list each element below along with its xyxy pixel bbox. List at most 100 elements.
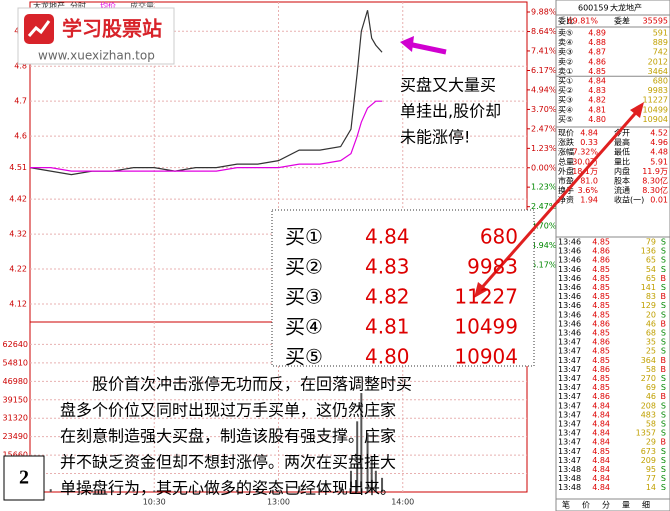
tick-volume: 673 bbox=[641, 447, 656, 456]
stat-cell: 现价 bbox=[558, 129, 574, 138]
paragraph-line: 股价首次冲击涨停无功而反，在回落调整时买 bbox=[92, 376, 412, 394]
ratio-cell: 委差 bbox=[614, 16, 630, 26]
tick-side: S bbox=[661, 247, 666, 256]
volume-bar bbox=[91, 490, 94, 492]
annotation-line: 单挂出,股价却 bbox=[400, 102, 501, 121]
order-price: 4.87 bbox=[588, 48, 606, 57]
stat-cell: 净资 bbox=[558, 195, 574, 205]
tick-volume: 95 bbox=[646, 465, 656, 474]
stat-cell: 涨幅 bbox=[558, 147, 574, 157]
tick-volume: 58 bbox=[646, 420, 656, 429]
volume-bar bbox=[360, 393, 363, 492]
stat-cell: 涨跌 bbox=[558, 137, 574, 147]
tick-price: 4.84 bbox=[592, 465, 610, 474]
stat-cell: 5.91 bbox=[650, 157, 668, 166]
y-tick-label: 4.6 bbox=[14, 132, 27, 141]
panel-tab[interactable]: 量 bbox=[622, 501, 630, 510]
zoom-volume: 11227 bbox=[454, 285, 518, 309]
tick-volume: 29 bbox=[646, 438, 656, 447]
tick-side: S bbox=[661, 256, 666, 265]
pointer-arrow bbox=[407, 41, 447, 55]
volume-tick-label: 39150 bbox=[3, 395, 28, 404]
zoom-price: 4.82 bbox=[365, 285, 410, 309]
tick-side: S bbox=[661, 310, 666, 319]
figure-number: 2 bbox=[19, 467, 29, 489]
tick-price: 4.86 bbox=[592, 392, 610, 401]
volume-bar bbox=[132, 489, 135, 492]
stat-cell: 总量 bbox=[558, 156, 574, 166]
tick-price: 4.85 bbox=[592, 329, 610, 338]
volume-bar bbox=[194, 490, 197, 492]
logo-url: www.xuexizhan.top bbox=[38, 49, 155, 63]
tick-price: 4.84 bbox=[592, 429, 610, 438]
tick-time: 13:46 bbox=[558, 265, 581, 274]
annotation-line: 买盘又大量买 bbox=[400, 76, 496, 95]
panel-tab[interactable]: 细 bbox=[642, 500, 650, 510]
order-label: 买⑤ bbox=[558, 115, 573, 124]
order-label: 卖② bbox=[558, 57, 573, 66]
y2-tick-label: 7.41% bbox=[531, 46, 557, 55]
panel-tab[interactable]: 分 bbox=[602, 501, 610, 510]
stat-cell: 0.01 bbox=[650, 196, 668, 205]
tick-price: 4.86 bbox=[592, 338, 610, 347]
tick-side: B bbox=[661, 292, 667, 301]
tick-volume: 35 bbox=[646, 338, 656, 347]
y2-tick-label: 8.64% bbox=[531, 27, 557, 36]
y2-tick-label: 2.47% bbox=[531, 202, 557, 211]
tick-time: 13:47 bbox=[558, 438, 581, 447]
tick-price: 4.85 bbox=[592, 292, 610, 301]
y-tick-label: 4.7 bbox=[14, 97, 27, 106]
panel-tab[interactable]: 笔 bbox=[562, 500, 570, 510]
x-tick-label: 10:30 bbox=[143, 498, 166, 507]
tick-time: 13:48 bbox=[558, 474, 581, 483]
tick-side: B bbox=[661, 438, 667, 447]
order-volume: 889 bbox=[653, 38, 668, 47]
tick-volume: 483 bbox=[641, 410, 656, 419]
panel-tab[interactable]: 价 bbox=[582, 501, 590, 510]
order-volume: 9983 bbox=[648, 86, 668, 95]
tick-side: S bbox=[661, 374, 666, 383]
stat-cell: 流通 bbox=[614, 185, 630, 195]
tick-time: 13:47 bbox=[558, 447, 581, 456]
order-label: 买④ bbox=[558, 105, 573, 114]
order-volume: 591 bbox=[653, 29, 668, 38]
tick-time: 13:46 bbox=[558, 283, 581, 292]
order-label: 买② bbox=[558, 86, 573, 95]
tick-side: S bbox=[661, 283, 666, 292]
tick-price: 4.85 bbox=[592, 383, 610, 392]
tick-time: 13:47 bbox=[558, 374, 581, 383]
stat-cell: 股本 bbox=[614, 176, 630, 186]
tick-side: B bbox=[661, 319, 667, 328]
tick-volume: 68 bbox=[646, 329, 656, 338]
volume-bar bbox=[49, 489, 52, 492]
tick-time: 13:47 bbox=[558, 338, 581, 347]
tick-volume: 141 bbox=[641, 283, 656, 292]
tick-volume: 46 bbox=[646, 392, 656, 401]
tick-time: 13:47 bbox=[558, 347, 581, 356]
order-label: 卖③ bbox=[558, 48, 573, 57]
tick-volume: 129 bbox=[641, 301, 656, 310]
tick-volume: 209 bbox=[641, 456, 656, 465]
double-arrow bbox=[476, 107, 642, 293]
stat-cell: 外盘 bbox=[558, 166, 574, 176]
y2-tick-label: 1.23% bbox=[531, 183, 557, 192]
tick-price: 4.86 bbox=[592, 319, 610, 328]
volume-bar bbox=[236, 490, 239, 492]
paragraph-line: 单操盘行为，其无心做多的姿态已经体现出来。 bbox=[60, 479, 396, 498]
volume-tick-label: 31320 bbox=[3, 414, 28, 423]
tick-volume: 54 bbox=[646, 265, 656, 274]
order-price: 4.80 bbox=[588, 115, 606, 124]
y2-tick-label: 6.17% bbox=[531, 261, 557, 270]
stat-cell: 4.52 bbox=[650, 129, 668, 138]
zoom-box bbox=[271, 209, 535, 367]
volume-tick-label: 54810 bbox=[3, 358, 28, 367]
tick-price: 4.85 bbox=[592, 347, 610, 356]
tick-side: S bbox=[661, 456, 666, 465]
volume-tick-label: 15660 bbox=[3, 451, 28, 460]
order-label: 卖① bbox=[558, 67, 573, 76]
tick-side: S bbox=[661, 301, 666, 310]
order-price: 4.81 bbox=[588, 105, 606, 114]
order-price: 4.89 bbox=[588, 29, 606, 38]
zoom-volume: 680 bbox=[480, 225, 518, 249]
